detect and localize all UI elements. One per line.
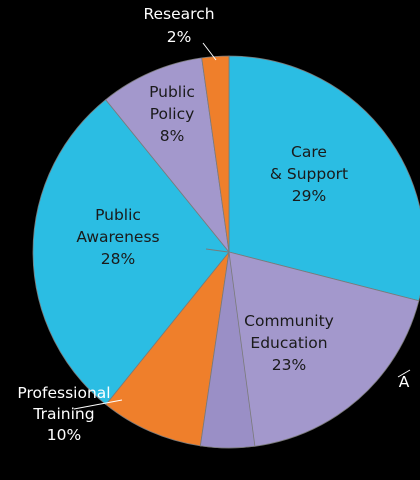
slice-label-advocacy-truncated: A [399, 373, 410, 391]
center-divider-tick [205, 248, 229, 253]
slice-label-care-support-line-1: Care [291, 143, 327, 161]
slice-label-public-policy-line-1: Public [149, 83, 195, 101]
slice-label-care-support-line-2: & Support [270, 165, 348, 183]
slice-value-research: 2% [167, 28, 192, 46]
slice-label-professional-training-line-2: Training [32, 405, 94, 423]
slice-label-public-policy-line-2: Policy [150, 105, 195, 123]
leader-line-advocacy [397, 369, 411, 378]
leader-line-research [202, 42, 217, 61]
pie-slice-professional-training [105, 250, 230, 447]
slice-value-public-awareness: 28% [101, 250, 135, 268]
slice-label-professional-training-line-1: Professional [17, 384, 110, 402]
slice-value-public-policy: 8% [160, 127, 185, 145]
slice-value-care-support: 29% [292, 187, 326, 205]
slice-label-public-awareness-line-2: Awareness [76, 228, 159, 246]
slice-label-community-education-line-2: Education [250, 334, 327, 352]
slice-label-public-awareness-line-1: Public [95, 206, 141, 224]
pie-slice-research [201, 55, 230, 253]
slice-value-community-education: 23% [272, 356, 306, 374]
leader-line-professional-training [73, 399, 123, 410]
slice-value-professional-training: 10% [47, 426, 81, 444]
pie-slice-care-support [228, 55, 420, 302]
slice-label-research-line-1: Research [143, 5, 214, 23]
pie-slice-public-policy [105, 57, 230, 254]
pie-slice-public-awareness [32, 99, 230, 406]
slice-label-community-education-line-1: Community [244, 312, 334, 330]
pie-slice-community-education-sub [199, 251, 256, 449]
